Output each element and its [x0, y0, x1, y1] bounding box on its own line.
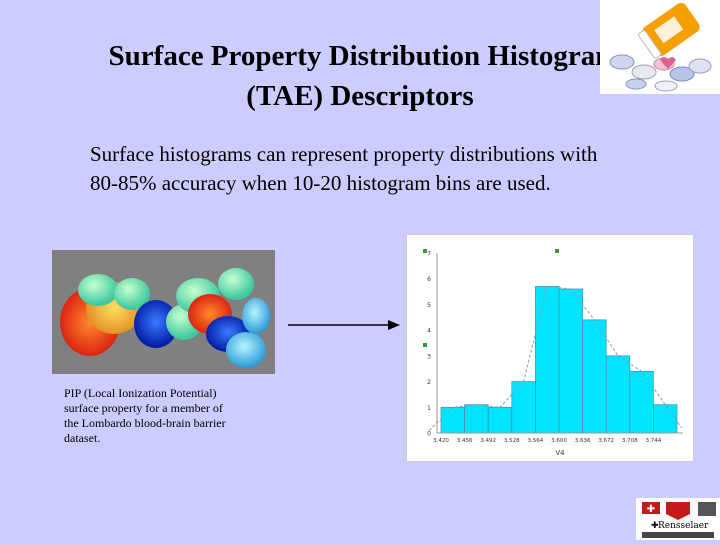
body-line-1: Surface histograms can represent propert…	[90, 142, 598, 166]
histogram-bar	[464, 404, 489, 434]
caption-line-4: dataset.	[64, 431, 101, 445]
histogram-bar	[558, 288, 583, 434]
x-tick-label: 3.600	[551, 438, 567, 444]
y-tick-label: 7	[427, 251, 431, 258]
arrow-right-icon	[288, 318, 402, 337]
slide-title-line-2: (TAE) Descriptors	[246, 80, 474, 112]
caption-line-3: the Lombardo blood-brain barrier	[64, 416, 226, 430]
x-tick-label: 3.456	[457, 438, 473, 444]
body-line-2: 80-85% accuracy when 10-20 histogram bin…	[90, 171, 551, 195]
y-tick-label: 3	[427, 353, 431, 360]
x-tick-label: 3.744	[646, 438, 662, 444]
histogram-svg: 0 1 2 3 4 5 6 7 3.420 3.456 3.492 3.528 3.564 3.600 3…	[423, 249, 683, 457]
fitted-curve	[428, 285, 683, 431]
x-tick-label: 3.528	[504, 438, 520, 444]
histogram-bar	[605, 355, 631, 434]
y-tick-label: 0	[427, 431, 431, 438]
x-tick-label: 3.636	[575, 438, 591, 444]
histogram-bar	[582, 319, 607, 434]
y-tick-label: 6	[427, 276, 431, 283]
x-tick-label: 3.708	[622, 438, 638, 444]
histogram-chart: 0 1 2 3 4 5 6 7 3.420 3.456 3.492 3.528 3.564 3.600 3…	[406, 234, 694, 462]
slide-title-line-1: Surface Property Distribution Histogram	[108, 40, 620, 72]
slide-title: Surface Property Distribution Histogram …	[0, 36, 720, 116]
figure-caption: PIP (Local Ionization Potential) surface…	[64, 386, 279, 446]
selection-handle[interactable]	[555, 249, 559, 253]
x-axis-label: V4	[555, 449, 565, 457]
logo-text: Rensselaer	[658, 521, 709, 531]
molecule-surface-image	[52, 250, 275, 374]
histogram-bar	[653, 404, 678, 434]
x-tick-label: 3.672	[598, 438, 614, 444]
histogram-bar	[629, 370, 654, 434]
x-tick-label: 3.420	[433, 438, 449, 444]
y-tick-label: 1	[427, 405, 431, 412]
rensselaer-logo: ✚ ✚ Rensselaer	[636, 498, 720, 545]
selection-handle[interactable]	[423, 249, 427, 253]
x-tick-label: 3.564	[528, 438, 544, 444]
svg-text:✚: ✚	[647, 504, 655, 515]
histogram-bar	[511, 381, 536, 434]
body-text: Surface histograms can represent propert…	[90, 140, 690, 198]
histogram-bar	[535, 286, 560, 434]
pill-bottle-image	[600, 0, 720, 94]
x-tick-label: 3.492	[480, 438, 496, 444]
histogram-bar	[487, 406, 513, 434]
caption-line-1: PIP (Local Ionization Potential)	[64, 386, 217, 400]
selection-handle[interactable]	[423, 343, 427, 347]
caption-line-2: surface property for a member of	[64, 401, 223, 415]
y-tick-label: 5	[427, 302, 431, 309]
histogram-bar	[440, 406, 465, 434]
svg-text:✚: ✚	[651, 521, 659, 531]
y-tick-label: 4	[427, 328, 431, 335]
y-tick-label: 2	[427, 379, 431, 386]
